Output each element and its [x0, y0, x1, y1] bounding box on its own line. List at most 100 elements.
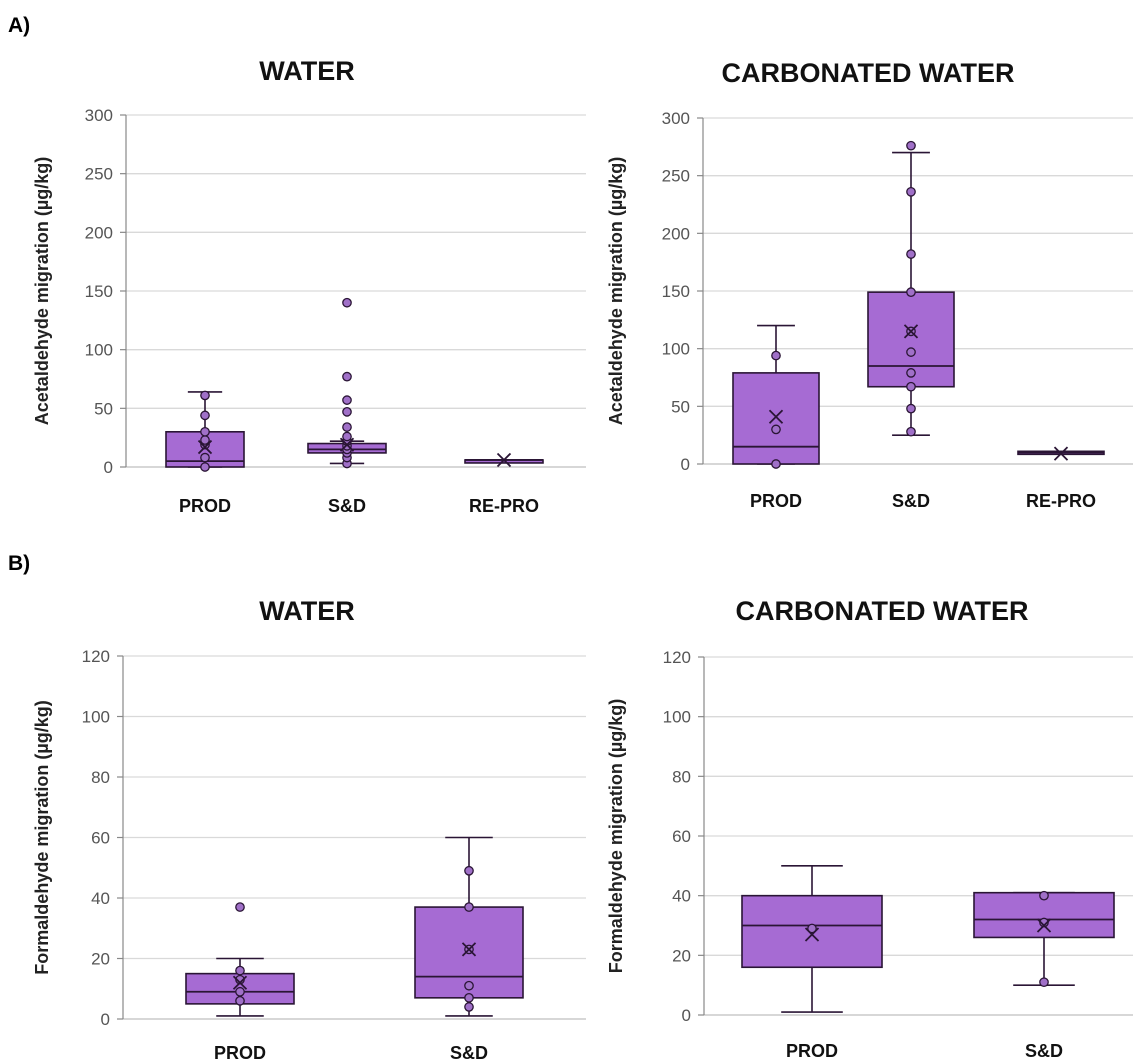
y-axis-label: Acetaldehyde migration (µg/kg): [32, 157, 52, 425]
mean-x-stroke: [903, 324, 919, 339]
mean-x-stroke: [461, 942, 477, 957]
data-point: [906, 140, 916, 151]
data-point: [200, 390, 210, 401]
data-point: [200, 410, 210, 421]
data-point: [906, 287, 916, 298]
y-tick-label: 60: [672, 827, 691, 846]
data-point: [342, 431, 352, 442]
data-point: [1039, 977, 1049, 988]
data-point: [464, 865, 474, 876]
mean-marker: [1036, 918, 1052, 933]
y-tick-label: 300: [85, 106, 113, 125]
y-tick-label: 100: [82, 708, 110, 727]
y-tick-label: 40: [672, 887, 691, 906]
y-tick-label: 0: [104, 458, 113, 477]
box-repro: [464, 452, 544, 468]
data-point: [771, 459, 781, 469]
mean-marker: [1053, 446, 1069, 461]
data-point: [342, 407, 352, 417]
x-tick-label: RE-PRO: [469, 496, 539, 516]
box-prod: [185, 902, 295, 1017]
y-tick-label: 80: [672, 767, 691, 786]
y-tick-label: 120: [663, 648, 691, 667]
box-sd: [867, 140, 955, 437]
x-tick-label: RE-PRO: [1026, 491, 1096, 511]
y-tick-label: 150: [85, 282, 113, 301]
chart-title: CARBONATED WATER: [722, 58, 1015, 88]
x-tick-label: PROD: [214, 1043, 266, 1061]
data-point: [906, 403, 916, 414]
mean-x-stroke: [232, 975, 248, 990]
y-axis-label: Formaldehyde migration (µg/kg): [606, 699, 626, 973]
data-point: [342, 422, 352, 432]
box-iqr: [732, 372, 820, 465]
chart-4: CARBONATED WATER 0 20 40 60 80 100 120 Formaldeh…: [606, 596, 1133, 1061]
data-point: [464, 902, 474, 912]
y-axis-label: Acetaldehyde migration (µg/kg): [606, 157, 626, 425]
box-prod: [741, 865, 883, 1013]
y-tick-label: 0: [682, 1006, 691, 1025]
y-tick-label: 100: [663, 708, 691, 727]
mean-x-stroke: [197, 439, 213, 455]
y-tick-label: 0: [101, 1010, 110, 1029]
chart-title: WATER: [259, 56, 355, 86]
data-point: [200, 462, 210, 472]
x-tick-label: S&D: [328, 496, 366, 516]
chart-2: CARBONATED WATER 0 50 100 150 200 250 300 Acetal…: [606, 58, 1133, 511]
data-point: [807, 923, 817, 934]
data-point: [464, 1002, 474, 1012]
y-tick-label: 80: [91, 768, 110, 787]
y-tick-label: 20: [91, 950, 110, 969]
mean-marker: [197, 439, 213, 455]
data-point: [1039, 890, 1049, 901]
box-prod: [165, 390, 245, 472]
data-point: [342, 371, 352, 382]
chart-1: WATER 0 50 100 150 200 250 300 Acetaldehyde migr…: [32, 56, 586, 516]
mean-x-stroke: [768, 409, 784, 424]
y-tick-label: 200: [85, 223, 113, 242]
data-point: [342, 297, 352, 308]
y-tick-label: 50: [671, 397, 690, 416]
chart-title: WATER: [259, 596, 355, 626]
mean-marker: [804, 927, 820, 942]
x-tick-label: S&D: [450, 1043, 488, 1061]
panel-label-a: A): [8, 14, 31, 37]
y-tick-label: 200: [662, 224, 690, 243]
mean-marker: [461, 942, 477, 957]
data-point: [906, 347, 916, 357]
data-point: [235, 965, 245, 976]
y-tick-label: 60: [91, 829, 110, 848]
y-axis-label: Formaldehyde migration (µg/kg): [32, 700, 52, 974]
mean-x-stroke: [1053, 446, 1069, 461]
data-point: [235, 986, 245, 997]
chart-3: WATER 0 20 40 60 80 100 120 Formaldehyde migrati…: [32, 596, 586, 1061]
box-sd: [973, 890, 1115, 988]
mean-marker: [768, 409, 784, 424]
mean-marker: [903, 324, 919, 339]
y-tick-label: 50: [94, 399, 113, 418]
y-tick-label: 20: [672, 946, 691, 965]
data-point: [906, 249, 916, 259]
x-tick-label: S&D: [1025, 1041, 1063, 1061]
data-point: [906, 381, 916, 392]
mean-x-stroke: [496, 452, 512, 468]
data-point: [342, 395, 352, 405]
box-prod: [732, 324, 820, 469]
y-tick-label: 250: [85, 165, 113, 184]
y-tick-label: 300: [662, 109, 690, 128]
y-tick-label: 100: [85, 341, 113, 360]
x-tick-label: S&D: [892, 491, 930, 511]
data-point: [906, 426, 916, 437]
y-tick-label: 100: [662, 340, 690, 359]
mean-marker: [339, 437, 355, 452]
x-tick-label: PROD: [179, 496, 231, 516]
y-tick-label: 0: [681, 455, 690, 474]
data-point: [771, 424, 781, 435]
mean-x-stroke: [804, 927, 820, 942]
data-point: [200, 426, 210, 437]
x-tick-label: PROD: [786, 1041, 838, 1061]
data-point: [771, 350, 781, 361]
box-sd: [307, 297, 387, 469]
y-tick-label: 40: [91, 889, 110, 908]
